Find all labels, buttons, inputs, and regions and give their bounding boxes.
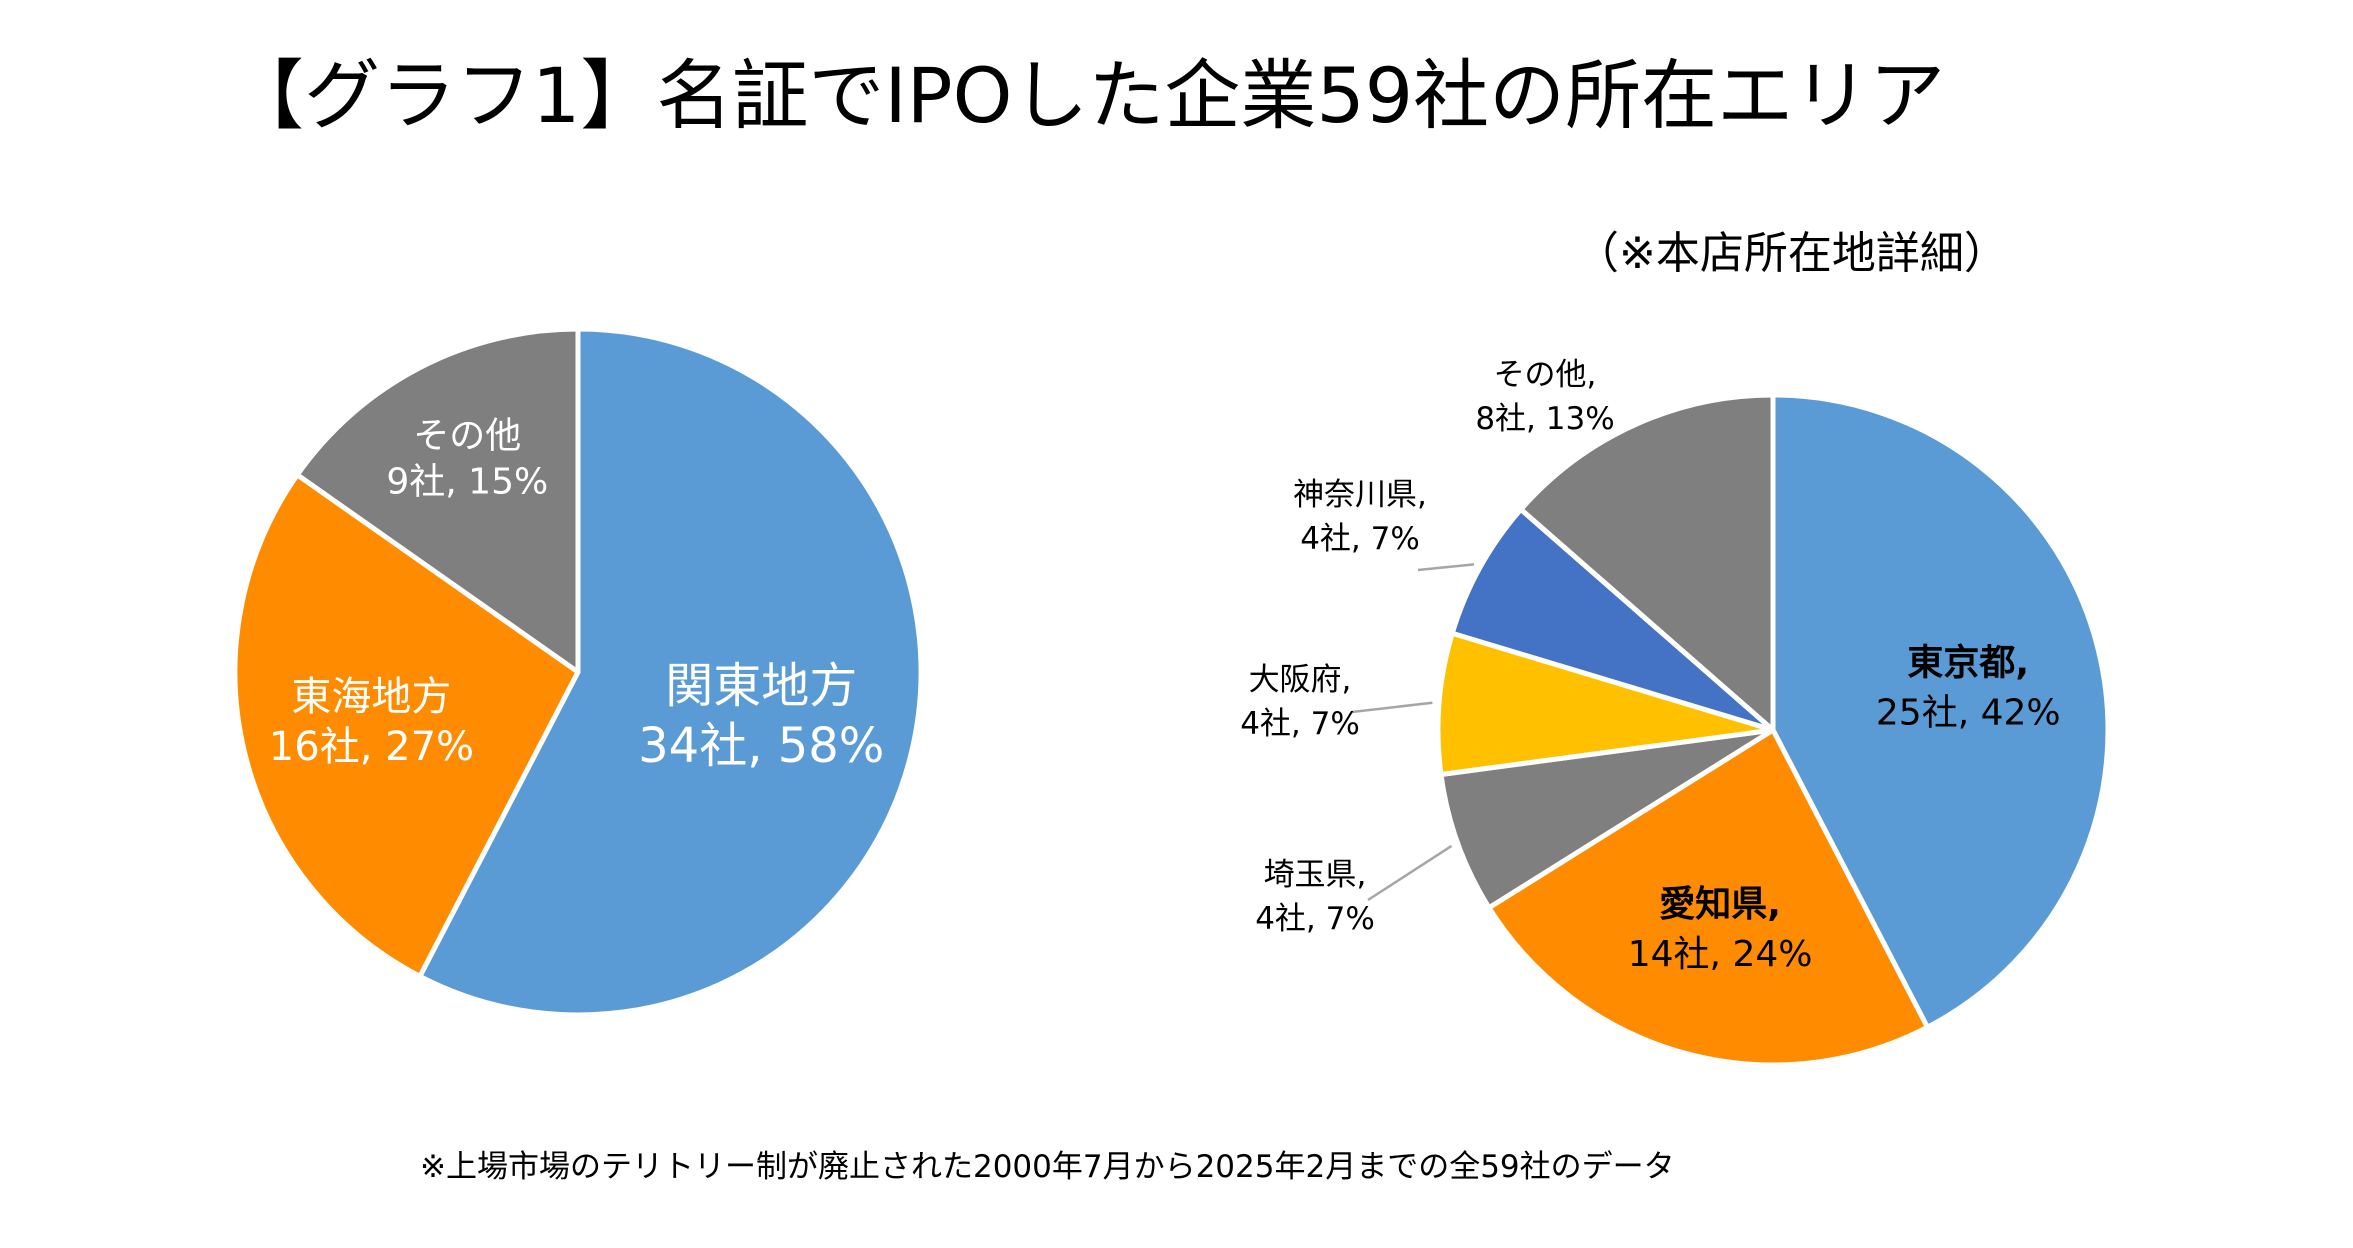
region-slice-value-1: 16社, 27% [269,724,474,770]
region-slice-value-2: 9社, 15% [386,461,548,502]
detail-chart-subtitle: （※本店所在地詳細） [1575,228,2008,279]
prefecture-slice-value-0: 25社, 42% [1876,692,2061,733]
footnote: ※上場市場のテリトリー制が廃止された2000年7月から2025年2月までの全59… [420,1149,1675,1185]
prefecture-slice-name-2: 埼玉県, [1264,857,1367,893]
prefecture-slice-3 [1435,630,1776,777]
prefecture-pie-chart: 東京都, 25社, 42% 愛知県, 14社, 24% 埼玉県, 4社, 7% 大阪府, 4社… [1240,357,2111,1068]
prefecture-slice-0 [1770,392,2111,1030]
region-slice-2 [294,326,581,675]
region-slice-value-0: 34社, 58% [638,718,884,774]
chart-title: 【グラフ1】名証でIPOした企業59社の所在エリア [228,51,1946,140]
prefecture-slice-1 [1486,727,1930,1068]
prefecture-slice-value-3: 4社, 7% [1240,706,1360,742]
prefecture-slice-name-3: 大阪府, [1249,662,1352,698]
prefecture-slice-name-0: 東京都, [1907,641,2029,683]
prefecture-slice-5 [1518,392,1776,733]
region-slice-name-0: 関東地方 [665,658,857,714]
prefecture-slice-value-4: 4社, 7% [1300,521,1420,557]
prefecture-slice-value-1: 14社, 24% [1628,934,1813,975]
region-slice-1 [232,472,581,979]
prefecture-slice-value-2: 4社, 7% [1255,901,1375,937]
prefecture-slice-value-5: 8社, 13% [1475,401,1614,437]
prefecture-slice-name-4: 神奈川県, [1293,477,1427,513]
leader-line-4 [1417,563,1475,572]
region-slice-name-2: その他 [413,415,521,456]
leader-line-2 [1367,844,1453,902]
leader-line-3 [1351,701,1433,714]
prefecture-slice-name-5: その他, [1494,357,1597,393]
prefecture-slice-name-1: 愛知県, [1659,884,1781,925]
prefecture-slice-2 [1438,727,1776,911]
prefecture-slice-4 [1449,506,1776,733]
region-slice-0 [417,326,924,1018]
region-slice-name-1: 東海地方 [291,674,451,720]
